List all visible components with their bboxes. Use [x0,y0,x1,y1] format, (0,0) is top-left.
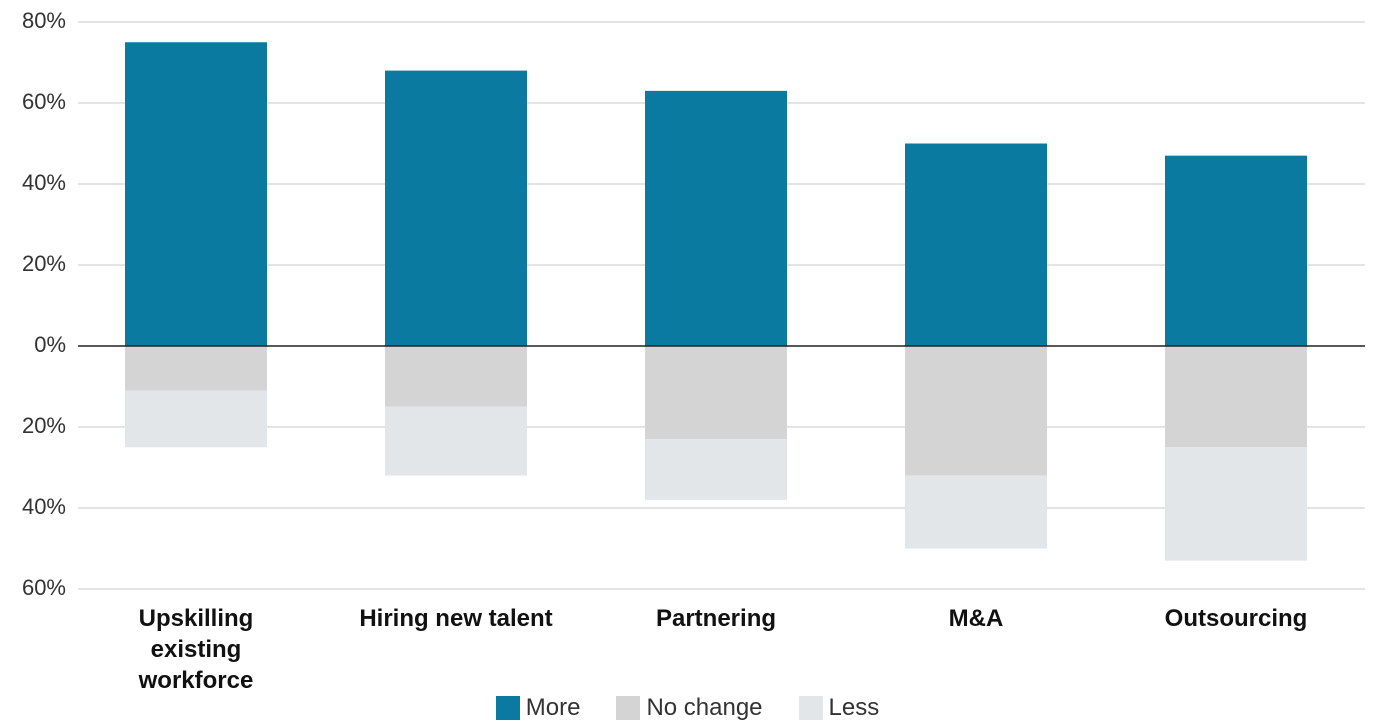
bar-segment [1165,447,1307,561]
bar-segment [1165,155,1307,346]
y-tick-label: 60% [22,575,66,600]
x-tick-label: Hiring new talent [359,605,553,632]
y-tick-label: 0% [34,332,66,357]
x-tick-label: Outsourcing [1164,605,1308,632]
bar-segment [1165,346,1307,448]
legend-label: More [525,694,581,721]
x-tick-label: Partnering [655,605,777,632]
bar-segment [385,70,527,346]
y-tick-label: 40% [22,494,66,519]
y-tick-label: 40% [22,170,66,195]
legend-label: No change [646,694,763,721]
legend-item: Less [798,694,880,722]
y-tick-label: 80% [22,8,66,33]
x-tick-label: Upskilling existing workforce [138,605,254,694]
bar-segment [905,143,1047,346]
bar-segment [125,346,267,391]
bar-segment [645,346,787,440]
bar-segment [645,90,787,346]
legend-swatch [798,696,823,720]
bar-segment [905,475,1047,549]
bar-segment [125,42,267,346]
legend-swatch [616,696,641,720]
legend-swatch [495,696,520,720]
y-tick-label: 20% [22,251,66,276]
legend-item: No change [616,694,763,722]
legend-label: Less [828,694,880,721]
legend-item: More [495,694,581,722]
y-tick-label: 60% [22,89,66,114]
y-tick-label: 20% [22,413,66,438]
legend: More No change Less [0,694,1375,722]
bar-segment [905,346,1047,476]
x-tick-label: M&A [948,605,1004,632]
bar-segment [385,406,527,476]
bar-segment [125,390,267,448]
bar-segment [385,346,527,407]
bar-segment [645,439,787,500]
